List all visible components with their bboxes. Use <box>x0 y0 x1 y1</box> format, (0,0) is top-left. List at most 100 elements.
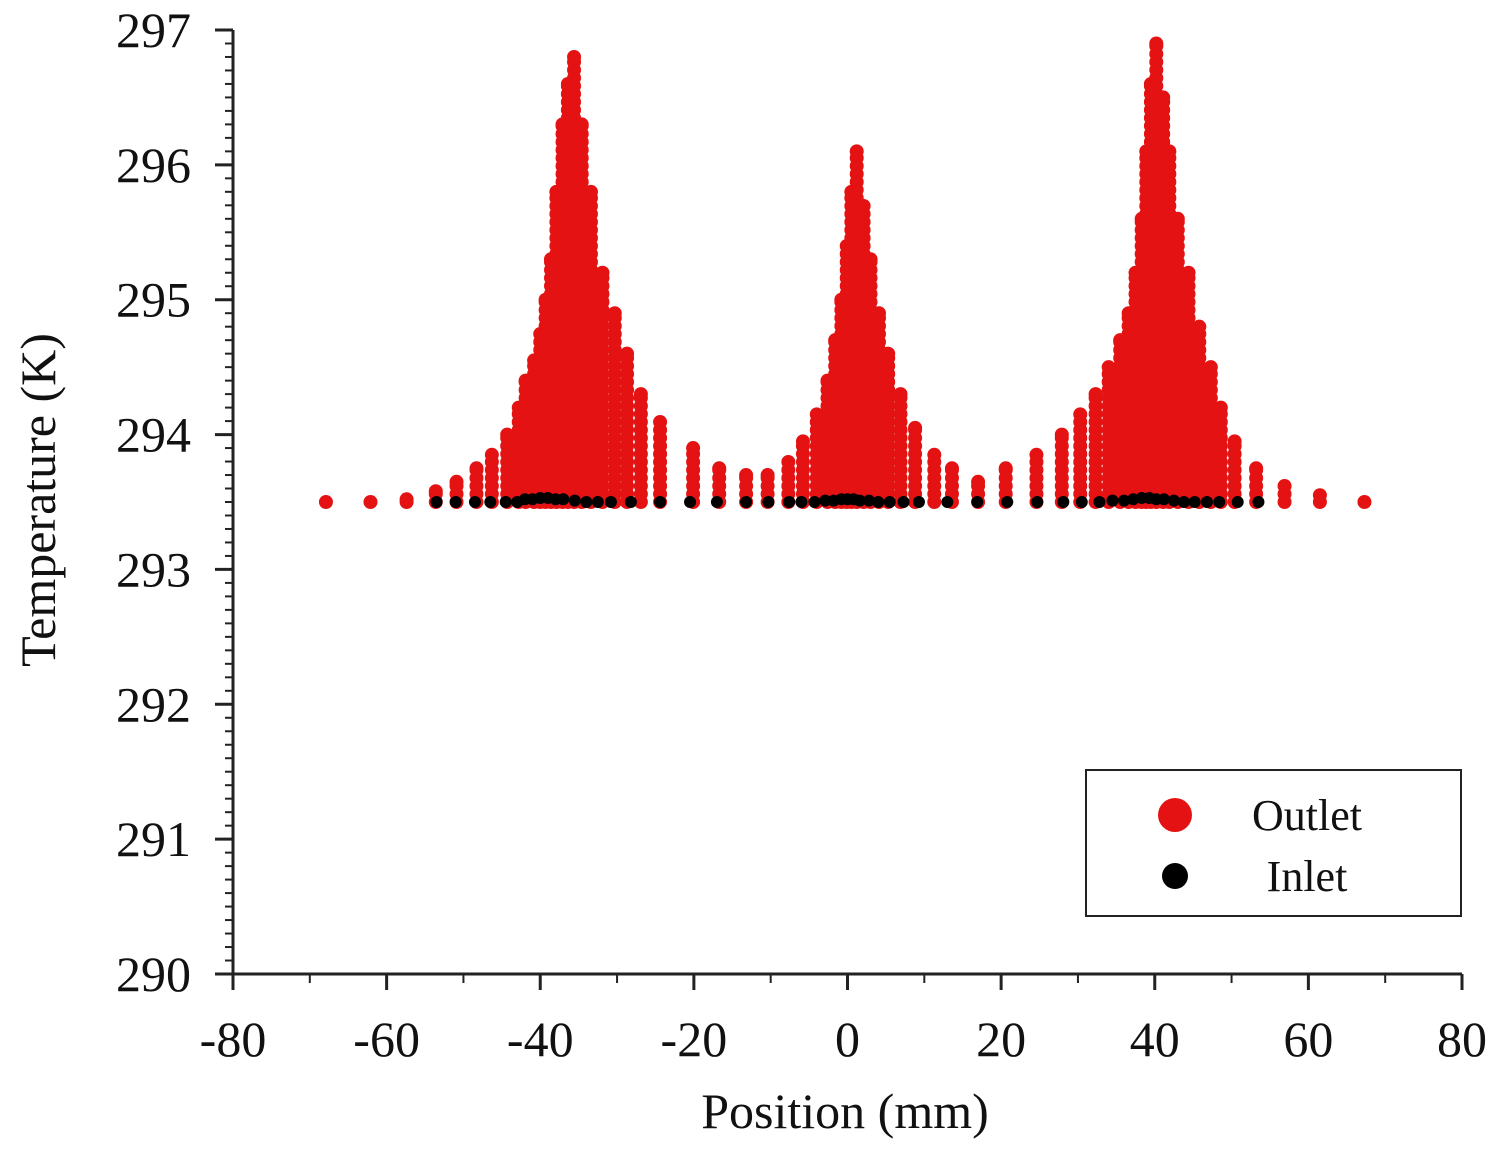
outlet-point <box>849 144 864 159</box>
outlet-point <box>1149 36 1164 51</box>
inlet-point <box>1106 494 1119 507</box>
x-tick-label: 40 <box>1130 1011 1180 1067</box>
outlet-point <box>363 495 378 509</box>
outlet-point <box>927 447 942 462</box>
x-tick-labels: -80 -60 -40 -20 0 20 40 60 80 <box>200 1011 1487 1067</box>
outlet-point <box>1357 495 1372 509</box>
inlet-point <box>499 496 512 508</box>
inlet-point <box>1001 496 1014 508</box>
inlet-point <box>1057 496 1070 508</box>
outlet-point <box>1277 479 1292 493</box>
inlet-point <box>1075 496 1088 508</box>
inlet-point <box>1118 494 1131 507</box>
outlet-point <box>809 407 824 422</box>
outlet-point <box>399 492 414 507</box>
outlet-point <box>998 461 1013 476</box>
outlet-point <box>1162 144 1177 159</box>
legend-box <box>1085 769 1462 917</box>
legend-outlet-label: Outlet <box>1252 791 1362 840</box>
outlet-point <box>567 49 582 64</box>
inlet-point <box>808 496 821 508</box>
inlet-point <box>1157 493 1170 506</box>
outlet-point <box>1101 360 1116 375</box>
x-tick-label: -40 <box>507 1011 574 1067</box>
outlet-point <box>1181 265 1196 280</box>
y-tick-labels: 290 291 292 293 294 295 296 297 <box>116 2 191 1002</box>
y-tick-label: 294 <box>116 407 191 463</box>
outlet-point <box>908 420 923 435</box>
inlet-point <box>1188 496 1201 508</box>
y-tick-label: 290 <box>116 946 191 1002</box>
outlet-point <box>712 461 727 476</box>
x-tick-label: 20 <box>976 1011 1026 1067</box>
inlet-point <box>912 496 925 508</box>
inlet-point <box>654 496 667 508</box>
outlet-point <box>686 441 701 456</box>
inlet-point <box>1200 496 1213 508</box>
inlet-point <box>557 493 570 506</box>
outlet-point <box>484 447 499 462</box>
inlet-point <box>624 496 637 508</box>
outlet-point <box>574 117 589 132</box>
y-axis-title: Temperature (K) <box>10 333 66 667</box>
outlet-point <box>1156 90 1171 105</box>
outlet-point <box>653 415 668 429</box>
outlet-point <box>1088 387 1103 402</box>
outlet-point <box>1029 447 1044 462</box>
outlet-point <box>1213 400 1228 415</box>
outlet-point <box>449 474 464 489</box>
inlet-point <box>591 496 604 508</box>
inlet-point <box>740 496 753 508</box>
inlet-point <box>580 496 593 508</box>
inlet-point <box>863 494 876 507</box>
outlet-point <box>944 461 959 476</box>
y-tick-label: 296 <box>116 137 191 193</box>
inlet-point <box>1093 496 1106 508</box>
inlet-point <box>568 494 581 507</box>
x-axis-title: Position (mm) <box>701 1083 989 1139</box>
y-tick-label: 295 <box>116 272 191 328</box>
outlet-point <box>428 484 443 499</box>
inlet-point <box>1252 496 1265 508</box>
inlet-point <box>971 496 984 508</box>
inlet-point <box>819 494 832 507</box>
legend-inlet-marker-icon <box>1162 863 1188 889</box>
inlet-point <box>1167 494 1180 507</box>
outlet-point <box>863 252 878 267</box>
series-outlet <box>318 36 1372 509</box>
outlet-point <box>795 434 810 449</box>
outlet-point <box>1249 461 1264 476</box>
inlet-point <box>1177 496 1190 508</box>
inlet-point <box>762 496 775 508</box>
inlet-point <box>783 496 796 508</box>
outlet-point <box>739 468 754 483</box>
y-tick-label: 297 <box>116 2 191 58</box>
inlet-point <box>795 496 808 508</box>
inlet-point <box>1213 496 1226 508</box>
legend-outlet-marker-icon <box>1158 798 1192 832</box>
outlet-point <box>781 455 796 469</box>
x-tick-label: 60 <box>1283 1011 1333 1067</box>
inlet-point <box>604 496 617 508</box>
x-tick-label: -20 <box>661 1011 728 1067</box>
y-tick-label: 293 <box>116 541 191 597</box>
inlet-point <box>1231 496 1244 508</box>
outlet-point <box>1170 211 1185 226</box>
series-inlet <box>430 491 1265 508</box>
outlet-point <box>633 387 648 402</box>
inlet-point <box>710 496 723 508</box>
outlet-point <box>881 346 896 361</box>
inlet-point <box>468 496 481 508</box>
inlet-point <box>430 496 443 508</box>
outlet-point <box>1203 360 1218 375</box>
outlet-point <box>583 184 598 199</box>
outlet-point <box>760 468 775 483</box>
inlet-point <box>484 496 497 508</box>
inlet-point <box>883 496 896 508</box>
inlet-point <box>684 496 697 508</box>
outlet-point <box>893 387 908 402</box>
outlet-point <box>856 199 871 213</box>
legend-inlet-label: Inlet <box>1267 852 1348 901</box>
minor-ticks <box>215 28 1464 990</box>
